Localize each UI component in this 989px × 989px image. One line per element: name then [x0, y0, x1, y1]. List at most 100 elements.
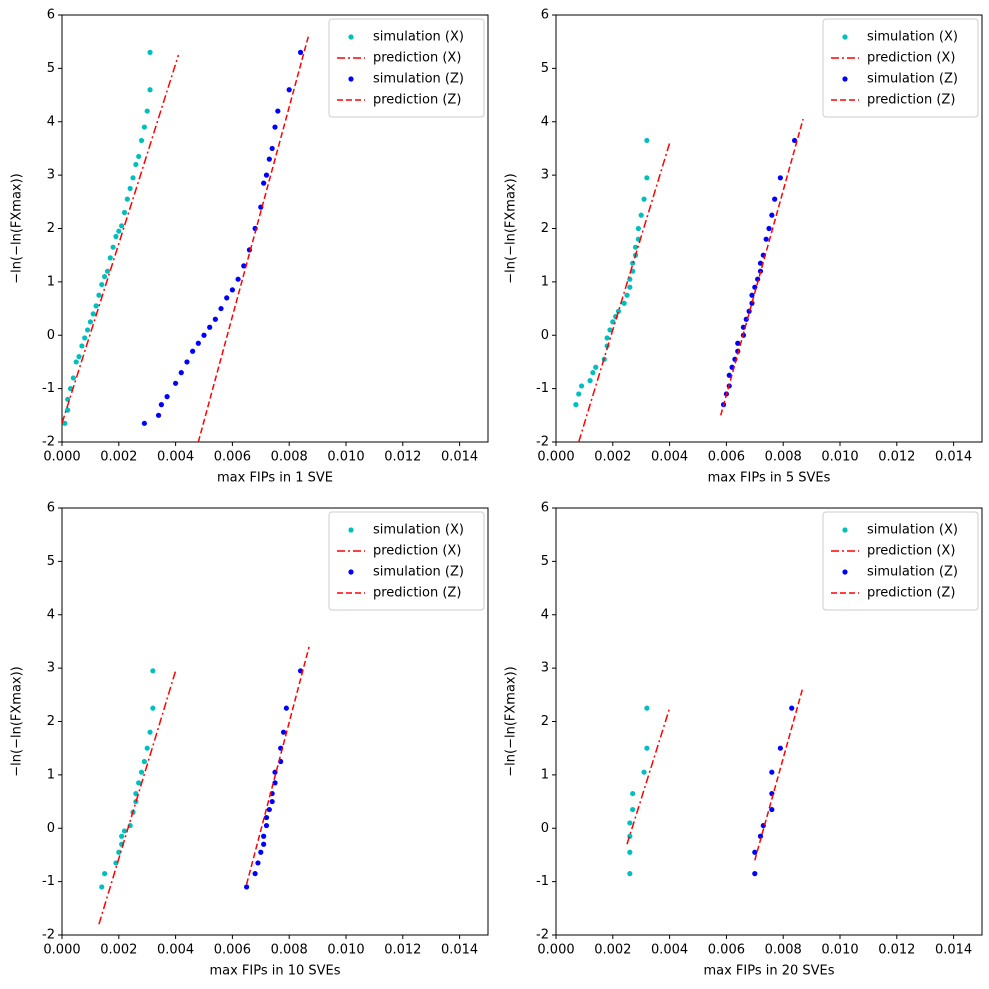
- x-tick-label: 0.008: [271, 943, 308, 958]
- data-point: [73, 359, 79, 365]
- data-point: [627, 820, 633, 826]
- x-axis-label: max FIPs in 20 SVEs: [703, 964, 834, 979]
- y-tick-label: 0: [541, 328, 549, 343]
- data-point: [627, 849, 633, 855]
- data-point: [266, 806, 272, 813]
- data-point: [147, 87, 153, 93]
- prediction-line: [626, 707, 671, 845]
- legend-label: simulation (Z): [373, 565, 464, 580]
- data-point: [116, 228, 122, 234]
- data-point: [212, 316, 218, 322]
- x-tick-label: 0.012: [384, 943, 421, 958]
- legend-label: prediction (X): [373, 544, 461, 559]
- y-tick-label: 4: [47, 114, 55, 129]
- data-point: [141, 758, 147, 765]
- data-point: [195, 340, 201, 346]
- x-axis-label: max FIPs in 10 SVEs: [209, 964, 340, 979]
- data-point: [263, 822, 270, 829]
- data-point: [627, 871, 633, 877]
- data-point: [119, 833, 125, 839]
- data-point: [641, 196, 647, 202]
- data-point: [184, 359, 190, 365]
- data-point: [280, 729, 287, 735]
- data-point: [70, 375, 76, 381]
- data-point: [82, 335, 88, 341]
- x-tick-label: 0.004: [157, 450, 194, 465]
- data-point: [261, 180, 267, 186]
- legend-label: prediction (X): [373, 51, 461, 66]
- legend-marker: [842, 569, 848, 575]
- data-point: [769, 769, 775, 775]
- x-tick-label: 0.000: [537, 943, 574, 958]
- plot-frame: [61, 507, 489, 936]
- legend-label: simulation (X): [373, 30, 464, 45]
- data-point: [121, 209, 128, 216]
- data-point: [144, 745, 150, 751]
- data-point: [229, 287, 235, 293]
- prediction-line: [62, 54, 180, 424]
- legend-marker: [348, 569, 354, 575]
- data-point: [644, 745, 650, 751]
- y-tick-label: 4: [541, 607, 549, 622]
- data-point: [627, 284, 633, 290]
- y-axis-label: −ln(−ln(FXmax)): [504, 666, 519, 776]
- x-tick-label: 0.000: [537, 450, 574, 465]
- data-point: [777, 745, 783, 751]
- data-point: [155, 412, 162, 418]
- y-tick-label: 1: [541, 767, 549, 782]
- y-tick-label: -2: [42, 435, 55, 450]
- data-point: [769, 212, 775, 218]
- data-point: [269, 145, 275, 152]
- x-tick-label: 0.004: [157, 943, 194, 958]
- data-point: [286, 87, 292, 93]
- data-point: [144, 108, 150, 114]
- data-point: [627, 833, 633, 839]
- data-point: [644, 705, 650, 711]
- data-point: [638, 212, 644, 218]
- data-point: [218, 305, 224, 312]
- prediction-line: [98, 670, 177, 925]
- data-point: [630, 790, 636, 797]
- legend-label: prediction (Z): [373, 586, 461, 601]
- x-tick-label: 0.004: [651, 943, 688, 958]
- legend-marker: [842, 34, 848, 40]
- y-tick-label: 5: [47, 61, 55, 76]
- prediction-line: [754, 686, 804, 861]
- data-point: [269, 798, 275, 805]
- data-point: [102, 273, 108, 280]
- x-tick-label: 0.010: [821, 450, 858, 465]
- data-point: [90, 311, 96, 317]
- x-tick-label: 0.002: [594, 943, 631, 958]
- data-point: [138, 769, 145, 775]
- data-point: [752, 871, 758, 877]
- y-tick-label: 2: [47, 221, 55, 236]
- data-point: [749, 292, 755, 298]
- data-point: [630, 806, 636, 813]
- data-point: [147, 49, 153, 55]
- legend-label: prediction (X): [867, 51, 955, 66]
- legend-box: [328, 18, 485, 118]
- x-tick-label: 0.004: [651, 450, 688, 465]
- legend-label: simulation (X): [867, 30, 958, 45]
- data-point: [261, 833, 267, 839]
- data-point: [96, 292, 102, 298]
- legend-marker: [348, 527, 354, 533]
- data-point: [263, 172, 270, 178]
- data-point: [138, 137, 145, 144]
- y-tick-label: 2: [541, 221, 549, 236]
- data-point: [261, 841, 267, 847]
- data-point: [621, 300, 627, 306]
- y-tick-label: -2: [42, 928, 55, 943]
- legend-marker: [842, 76, 848, 82]
- data-point: [173, 380, 179, 386]
- y-tick-label: 2: [541, 714, 549, 729]
- data-point: [158, 402, 164, 408]
- data-point: [141, 124, 147, 130]
- legend-label: simulation (Z): [867, 565, 958, 580]
- data-point: [99, 281, 105, 288]
- data-point: [147, 729, 153, 735]
- data-point: [164, 394, 170, 400]
- data-point: [752, 284, 758, 290]
- data-point: [62, 420, 68, 426]
- x-tick-label: 0.014: [441, 450, 478, 465]
